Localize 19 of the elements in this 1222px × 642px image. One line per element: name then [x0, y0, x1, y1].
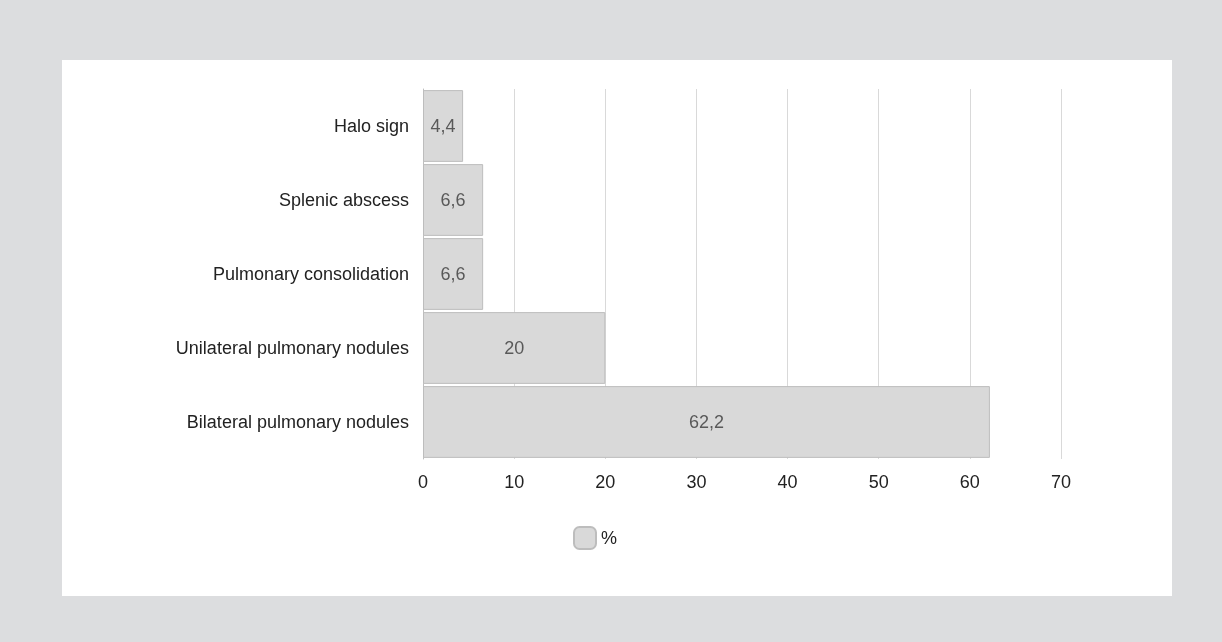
x-tick-label: 0	[417, 472, 429, 492]
y-tick-label: Unilateral pulmonary nodules	[175, 338, 409, 358]
data-label: 4,4	[430, 116, 456, 136]
x-tick-label: 10	[504, 472, 525, 492]
x-tick-label: 30	[686, 472, 707, 492]
y-tick-label: Splenic abscess	[278, 190, 409, 210]
data-label: 6,6	[440, 264, 466, 284]
x-tick-label: 20	[595, 472, 616, 492]
y-tick-label: Halo sign	[333, 116, 409, 136]
legend-label: %	[601, 528, 618, 548]
x-tick-label: 40	[777, 472, 798, 492]
data-label: 6,6	[440, 190, 466, 210]
data-label: 20	[504, 338, 525, 358]
x-tick-label: 50	[868, 472, 889, 492]
y-tick-label: Bilateral pulmonary nodules	[186, 412, 409, 432]
y-tick-label: Pulmonary consolidation	[212, 264, 409, 284]
data-label: 62,2	[688, 412, 724, 432]
x-tick-label: 70	[1050, 472, 1072, 492]
x-tick-label: 60	[959, 472, 980, 492]
